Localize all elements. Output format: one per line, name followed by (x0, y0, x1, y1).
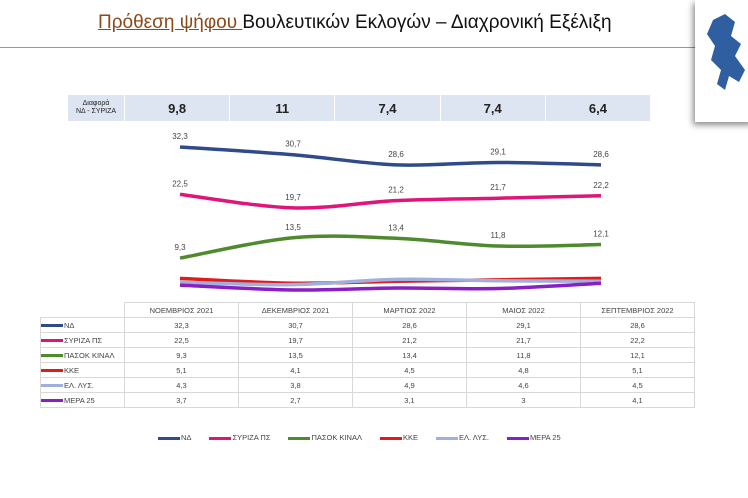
series-line-5 (179, 281, 602, 292)
table-row: ΚΚΕ 5,1 4,1 4,5 4,8 5,1 (40, 362, 695, 378)
table-cell: 28,6 (352, 317, 467, 333)
legend: ΝΔ ΣΥΡΙΖΑ ΠΣ ΠΑΣΟΚ ΚΙΝΑΛ ΚΚΕ ΕΛ. ΛΥΣ. ΜΕΡΑ 25 (158, 433, 561, 442)
legend-item: ΚΚΕ (379, 433, 418, 442)
table-row: ΜΕΡΑ 25 3,7 2,7 3,1 3 4,1 (40, 392, 695, 408)
table-header-row: ΝΟΕΜΒΡΙΟΣ 2021 ΔΕΚΕΜΒΡΙΟΣ 2021 ΜΑΡΤΙΟΣ 202… (41, 302, 695, 318)
column-header: ΝΟΕΜΒΡΙΟΣ 2021 (124, 302, 239, 318)
table-cell: 22,2 (580, 332, 695, 348)
data-table: ΝΟΕΜΒΡΙΟΣ 2021 ΔΕΚΕΜΒΡΙΟΣ 2021 ΜΑΡΤΙΟΣ 202… (40, 302, 695, 408)
data-label: 30,7 (285, 140, 301, 149)
data-label: 28,6 (593, 150, 609, 159)
title-divider (0, 47, 700, 48)
table-cell: 30,7 (238, 317, 353, 333)
series-name: ΚΚΕ (64, 365, 80, 375)
series-name: ΠΑΣΟΚ ΚΙΝΑΛ (64, 350, 115, 360)
column-header: ΜΑΡΤΙΟΣ 2022 (352, 302, 467, 318)
difference-value: 9,8 (124, 95, 229, 121)
series-name: ΕΛ. ΛΥΣ. (64, 380, 94, 390)
series-name: ΣΥΡΙΖΑ ΠΣ (64, 335, 103, 345)
data-label: 11,8 (491, 231, 507, 240)
data-label: 28,6 (388, 150, 404, 159)
difference-value: 11 (229, 95, 334, 121)
table-cell: 3,8 (238, 377, 353, 393)
table-cell: 29,1 (466, 317, 581, 333)
difference-value: 7,4 (334, 95, 439, 121)
legend-swatch (209, 436, 232, 440)
table-cell: 12,1 (580, 347, 695, 363)
table-cell: 22,5 (124, 332, 239, 348)
table-cell: 2,7 (238, 392, 353, 408)
table-cell: 28,6 (580, 317, 695, 333)
table-cell: 21,2 (352, 332, 467, 348)
page-title: Πρόθεση ψήφου Βουλευτικών Εκλογών – Διαχ… (98, 12, 612, 33)
table-cell: 5,1 (124, 362, 239, 378)
legend-item: ΠΑΣΟΚ ΚΙΝΑΛ (288, 433, 362, 442)
table-cell: 19,7 (238, 332, 353, 348)
table-cell: 4,9 (352, 377, 467, 393)
legend-item: ΜΕΡΑ 25 (506, 433, 561, 442)
series-line-4 (179, 277, 602, 287)
table-row: ΠΑΣΟΚ ΚΙΝΑΛ 9,3 13,5 13,4 11,8 12,1 (40, 347, 695, 363)
data-label: 22,2 (593, 181, 609, 190)
table-row: ΕΛ. ΛΥΣ. 4,3 3,8 4,9 4,6 4,5 (40, 377, 695, 393)
data-label: 21,2 (388, 186, 404, 195)
table-cell: 9,3 (124, 347, 239, 363)
series-line-2 (179, 234, 602, 260)
legend-item: ΝΔ (158, 433, 191, 442)
table-cell: 21,7 (466, 332, 581, 348)
legend-swatch (158, 436, 180, 440)
table-cell: 3 (466, 392, 581, 408)
table-cell: 4,6 (466, 377, 581, 393)
table-cell: 4,5 (352, 362, 467, 378)
series-line-0 (179, 145, 602, 167)
data-label: 21,7 (490, 183, 506, 192)
table-row: ΝΔ 32,3 30,7 28,6 29,1 28,6 (40, 317, 695, 333)
data-label: 12,1 (593, 230, 609, 239)
table-row: ΣΥΡΙΖΑ ΠΣ 22,5 19,7 21,2 21,7 22,2 (40, 332, 695, 348)
column-header: ΣΕΠΤΕΜΒΡΙΟΣ 2022 (580, 302, 695, 318)
table-cell: 13,4 (352, 347, 467, 363)
table-cell: 4,5 (580, 377, 695, 393)
column-header: ΔΕΚΕΜΒΡΙΟΣ 2021 (238, 302, 353, 318)
series-swatch (41, 354, 63, 358)
table-cell: 4,1 (580, 392, 695, 408)
greece-map-logo (695, 0, 748, 122)
series-swatch (41, 369, 63, 373)
legend-item: ΣΥΡΙΖΑ ΠΣ (209, 433, 270, 442)
difference-label: Διαφορά ΝΔ - ΣΥΡΙΖΑ (75, 100, 117, 115)
series-name: ΝΔ (64, 320, 75, 330)
series-swatch (41, 324, 63, 328)
data-label: 32,3 (172, 132, 188, 141)
series-swatch (41, 384, 63, 388)
data-label: 29,1 (490, 147, 506, 156)
table-cell: 11,8 (466, 347, 581, 363)
table-cell: 4,1 (238, 362, 353, 378)
table-cell: 13,5 (238, 347, 353, 363)
table-cell: 5,1 (580, 362, 695, 378)
difference-value: 6,4 (544, 95, 650, 121)
legend-swatch (506, 436, 529, 440)
legend-swatch (379, 436, 402, 440)
series-line-1 (179, 192, 602, 210)
column-header: ΜΑΙΟΣ 2022 (466, 302, 581, 318)
legend-item: ΕΛ. ΛΥΣ. (435, 433, 489, 442)
data-label: 13,4 (388, 223, 404, 232)
data-label: 19,7 (285, 193, 301, 202)
data-label: 22,5 (172, 179, 188, 188)
difference-row: Διαφορά ΝΔ - ΣΥΡΙΖΑ 9,8 11 7,4 7,4 6,4 (68, 95, 650, 121)
difference-value: 7,4 (439, 95, 545, 121)
series-swatch (41, 399, 63, 403)
legend-swatch (435, 436, 458, 440)
data-label: 13,5 (285, 223, 301, 232)
series-name: ΜΕΡΑ 25 (64, 395, 95, 405)
data-label: 9,3 (174, 243, 186, 252)
table-cell: 4,3 (124, 377, 239, 393)
legend-swatch (288, 436, 311, 440)
table-cell: 3,7 (124, 392, 239, 408)
table-cell: 4,8 (466, 362, 581, 378)
series-swatch (41, 339, 63, 343)
table-cell: 32,3 (124, 317, 239, 333)
table-cell: 3,1 (352, 392, 467, 408)
